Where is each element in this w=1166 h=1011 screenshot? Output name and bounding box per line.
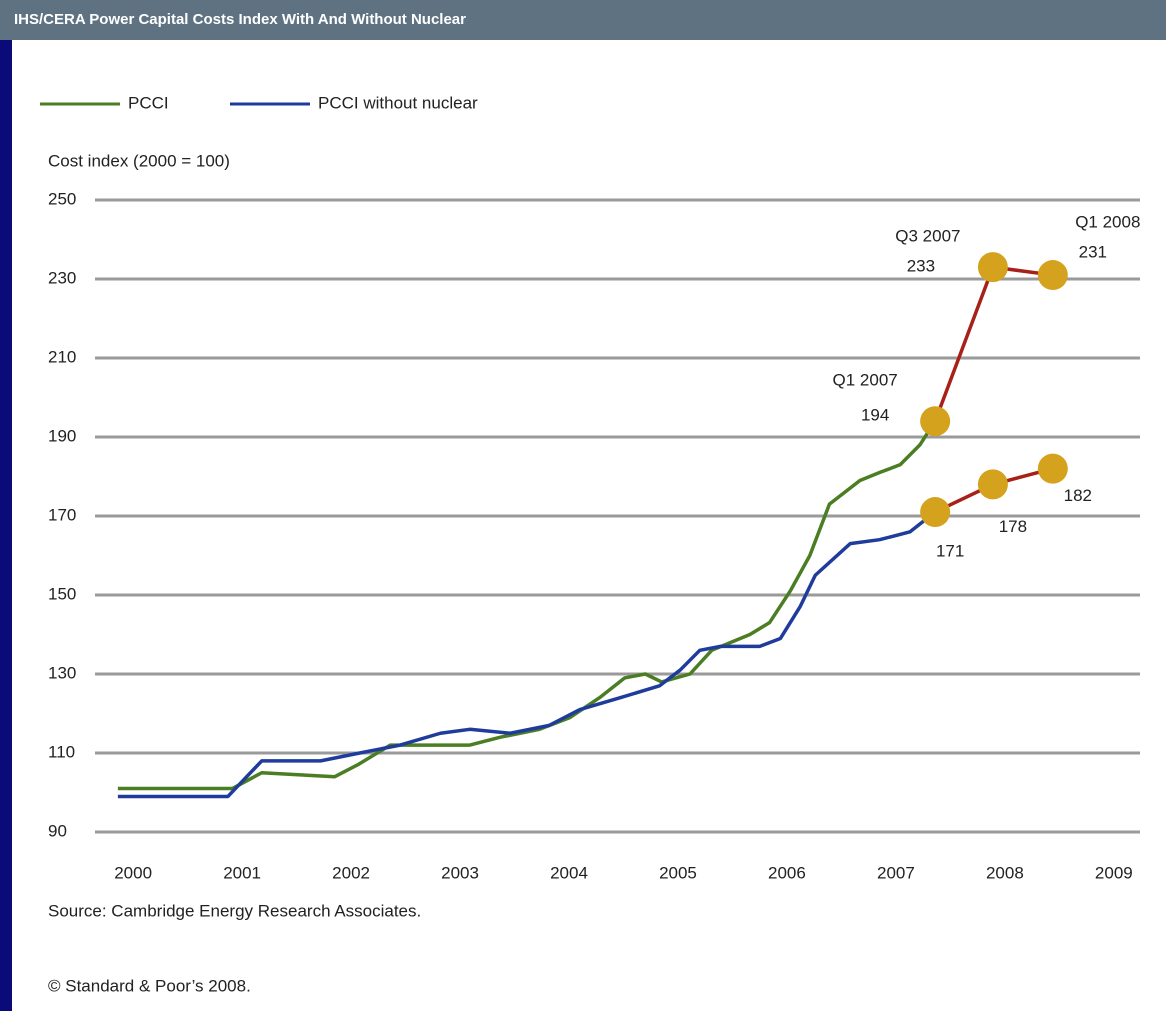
- chart-title: IHS/CERA Power Capital Costs Index With …: [14, 11, 466, 28]
- x-tick-label: 2004: [550, 863, 588, 882]
- highlight-marker: [977, 252, 1008, 283]
- highlight-marker: [1037, 260, 1068, 291]
- y-tick-label: 90: [48, 821, 67, 840]
- value-label: 182: [1064, 486, 1092, 505]
- x-tick-label: 2002: [332, 863, 370, 882]
- x-tick-label: 2006: [768, 863, 806, 882]
- highlight-marker: [920, 497, 951, 528]
- panel: [12, 0, 1166, 1011]
- x-tick-label: 2008: [986, 863, 1024, 882]
- y-tick-label: 150: [48, 584, 76, 603]
- x-tick-label: 2001: [223, 863, 261, 882]
- y-axis-label: Cost index (2000 = 100): [48, 151, 230, 170]
- value-label: 194: [861, 406, 889, 425]
- value-label: 233: [907, 257, 935, 276]
- period-label: Q1 2008: [1075, 213, 1140, 232]
- legend-label: PCCI: [128, 93, 169, 112]
- y-tick-label: 210: [48, 347, 76, 366]
- y-tick-label: 230: [48, 268, 76, 287]
- highlight-marker: [977, 469, 1008, 500]
- y-tick-label: 110: [48, 742, 75, 761]
- series-line: [117, 510, 937, 799]
- source: Source: Cambridge Energy Research Associ…: [48, 901, 421, 920]
- x-tick-label: 2007: [877, 863, 915, 882]
- highlight-marker: [1037, 453, 1068, 484]
- x-tick-label: 2005: [659, 863, 697, 882]
- x-tick-label: 2009: [1095, 863, 1133, 882]
- value-label: 231: [1079, 243, 1107, 262]
- y-tick-label: 130: [48, 663, 76, 682]
- y-tick-label: 250: [48, 189, 76, 208]
- series-line: [117, 420, 937, 791]
- highlight-marker: [920, 406, 951, 437]
- value-label: 178: [999, 517, 1027, 536]
- y-tick-label: 170: [48, 505, 76, 524]
- value-label: 171: [936, 542, 964, 561]
- period-label: Q3 2007: [895, 227, 960, 246]
- x-tick-label: 2003: [441, 863, 479, 882]
- y-tick-label: 190: [48, 426, 76, 445]
- period-label: Q1 2007: [833, 371, 898, 390]
- title-bar: [0, 0, 1166, 40]
- x-tick-label: 2000: [114, 863, 152, 882]
- legend-label: PCCI without nuclear: [318, 93, 478, 112]
- copyright: © Standard & Poor’s 2008.: [48, 976, 251, 995]
